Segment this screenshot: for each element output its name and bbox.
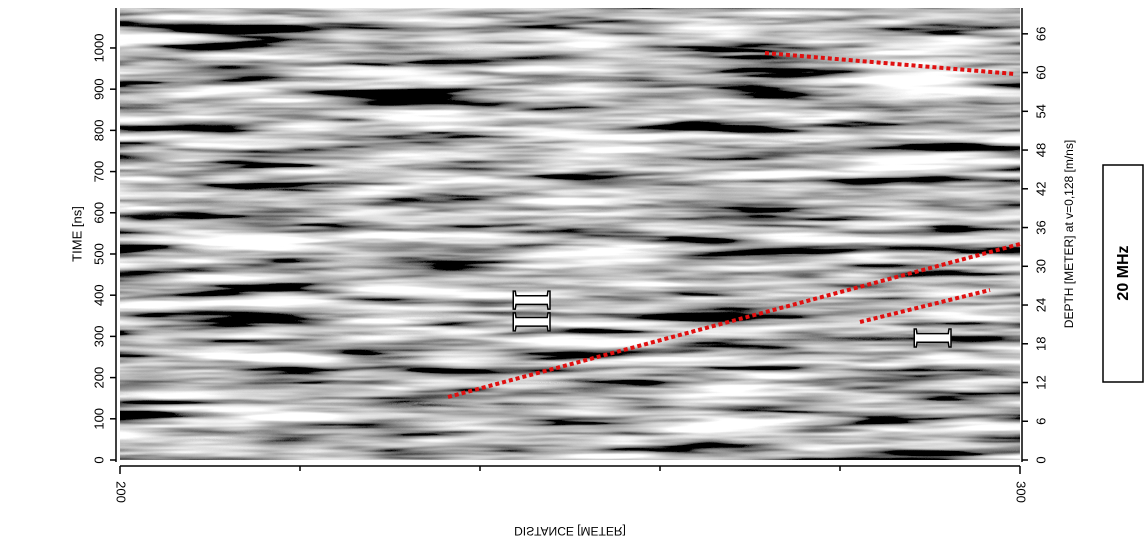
y-tick-label: 100 bbox=[91, 408, 106, 430]
y-tick-label: 400 bbox=[91, 284, 106, 306]
y-tick-label: 800 bbox=[91, 120, 106, 142]
y-tick-label: 900 bbox=[91, 78, 106, 100]
reflector-line bbox=[859, 288, 991, 324]
y2-tick-label: 48 bbox=[1033, 143, 1048, 157]
y2-tick-label: 24 bbox=[1033, 298, 1048, 312]
y-tick-label: 0 bbox=[91, 456, 106, 463]
x-minor-ticks bbox=[299, 466, 841, 471]
y-tick-label: 600 bbox=[91, 202, 106, 224]
y2-tick-label: 30 bbox=[1033, 259, 1048, 273]
y2-tick-label: 36 bbox=[1033, 220, 1048, 234]
x-tick-label: 300 bbox=[1014, 481, 1029, 503]
frequency-label: 20 MHz bbox=[1115, 245, 1132, 300]
y2-tick-label: 12 bbox=[1033, 375, 1048, 389]
y-axis-title: TIME [ns] bbox=[69, 206, 84, 262]
interpretation-lines bbox=[447, 51, 1021, 399]
y-tick-label: 200 bbox=[91, 367, 106, 389]
y2-tick-label: 66 bbox=[1033, 27, 1048, 41]
y-tick-label: 300 bbox=[91, 326, 106, 348]
y-tick-label: 1000 bbox=[91, 34, 106, 63]
y2-tick-label: 0 bbox=[1033, 456, 1048, 463]
y2-tick-label: 60 bbox=[1033, 65, 1048, 79]
x-axis-title: DISTANCE [METER] bbox=[514, 524, 626, 538]
y-tick-label: 700 bbox=[91, 161, 106, 183]
zone-label: II bbox=[501, 289, 563, 333]
x-tick-label: 200 bbox=[114, 481, 129, 503]
y2-axis-title: DEPTH [METER] at v=0,128 [m/ns] bbox=[1062, 140, 1076, 328]
y2-tick-label: 42 bbox=[1033, 182, 1048, 196]
y2-tick-label: 54 bbox=[1033, 104, 1048, 118]
reflector-line bbox=[447, 242, 1021, 399]
frequency-box bbox=[1102, 164, 1144, 383]
y2-tick-label: 18 bbox=[1033, 337, 1048, 351]
y-tick-label: 500 bbox=[91, 243, 106, 265]
radargram-texture bbox=[120, 8, 1020, 460]
zone-label: I bbox=[902, 327, 964, 349]
y2-tick-label: 6 bbox=[1033, 418, 1048, 425]
